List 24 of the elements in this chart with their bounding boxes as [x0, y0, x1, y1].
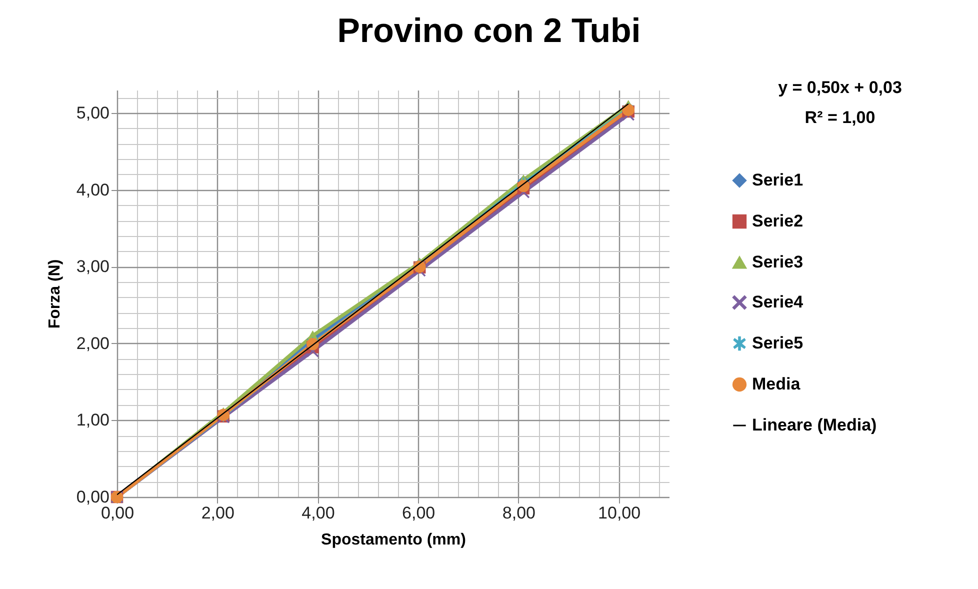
legend-label: Serie5	[752, 334, 804, 352]
x-tick-label: 2,00	[201, 504, 234, 522]
y-tick-label: 1,00	[76, 410, 110, 430]
x-tick-label: 4,00	[302, 504, 335, 522]
x-tick-label: 6,00	[402, 504, 436, 522]
x-axis-title: Spostamento (mm)	[321, 532, 466, 548]
text: R² = 1,00	[804, 108, 876, 127]
y-tick-label: 5,00	[76, 104, 110, 123]
legend-label: Serie1	[752, 170, 804, 190]
legend-label: Media	[752, 374, 801, 394]
x-tick-label: 10,00	[598, 504, 641, 522]
y-tick-label: 3,00	[76, 257, 110, 276]
y-axis-title: Forza (N)	[46, 259, 64, 329]
y-tick-label: 0,00	[76, 488, 110, 506]
x-tick-label: 0,00	[100, 504, 134, 522]
legend-label: Lineare (Media)	[752, 416, 877, 434]
chart-title: Provino con 2 Tubi	[337, 12, 641, 50]
legend-label: Serie3	[752, 252, 804, 272]
legend-label: Serie4	[752, 292, 804, 312]
text: y = 0,50x + 0,03	[778, 78, 902, 97]
x-tick-label: 8,00	[502, 504, 536, 522]
legend-label: Serie2	[752, 212, 804, 230]
y-tick-label: 2,00	[76, 334, 110, 353]
y-tick-label: 4,00	[76, 180, 110, 200]
